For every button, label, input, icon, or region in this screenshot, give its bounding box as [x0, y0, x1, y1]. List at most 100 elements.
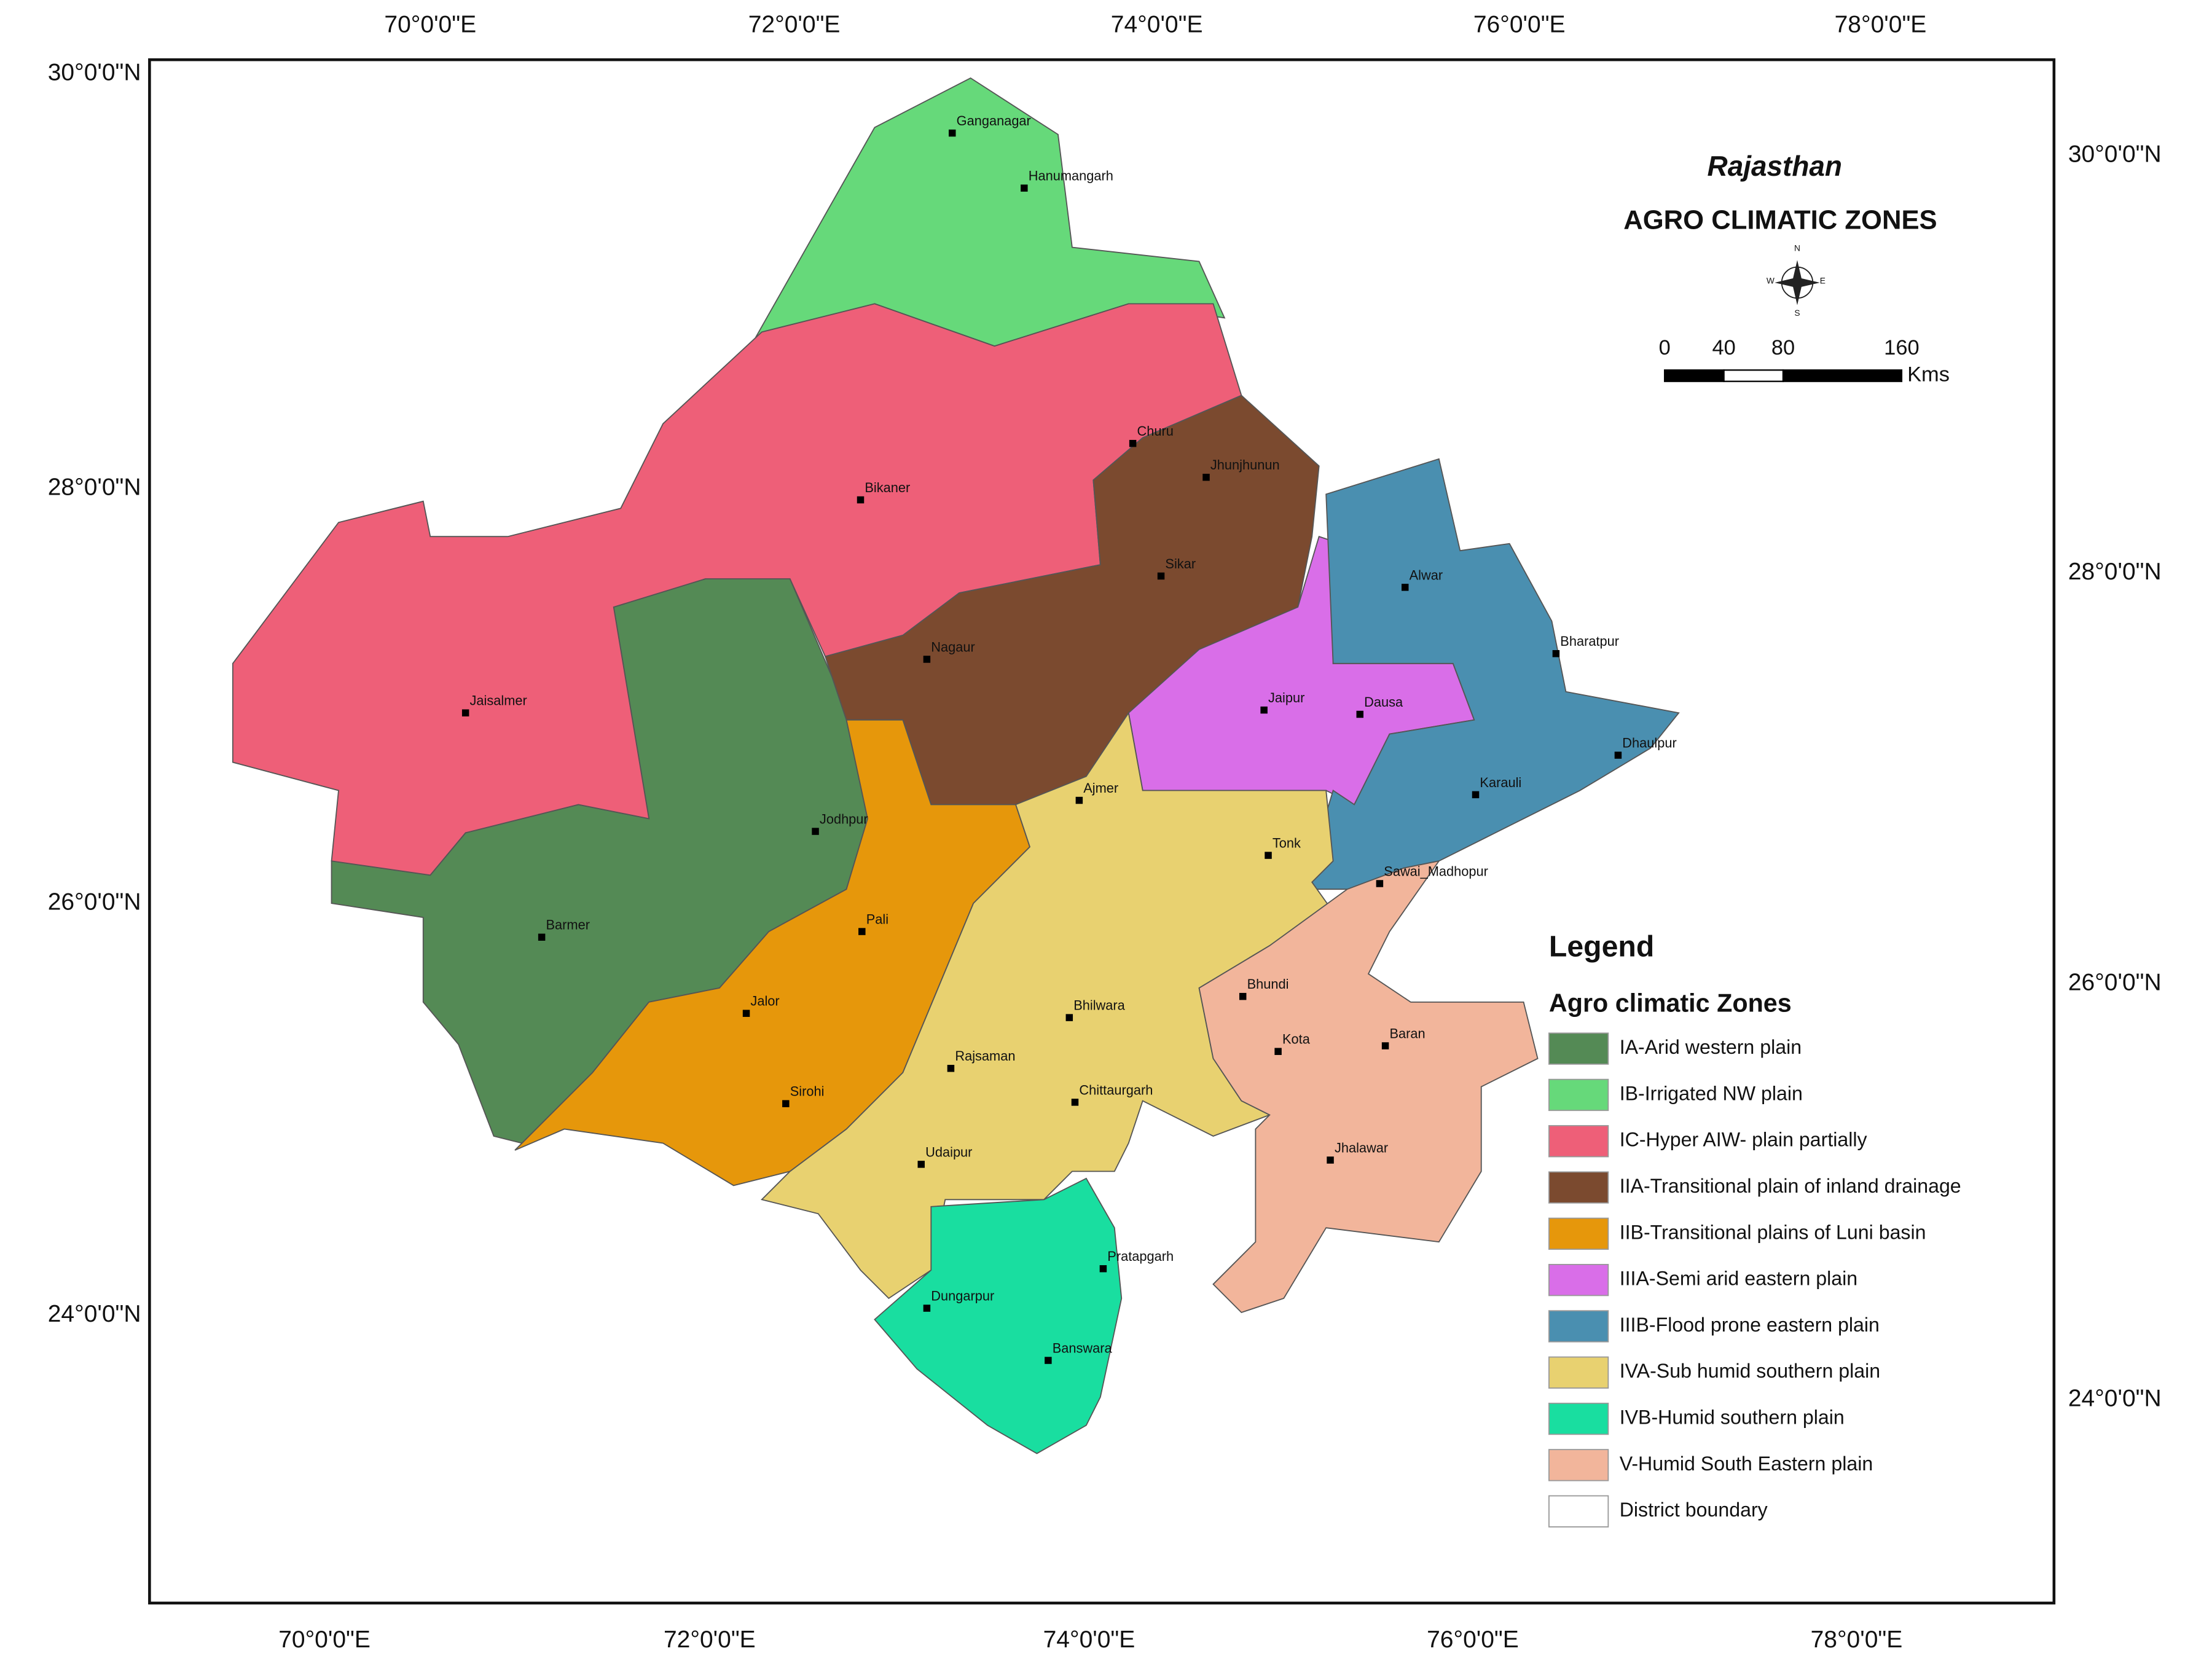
legend-swatch: [1548, 1125, 1609, 1158]
latitude-label: 24°0'0"N: [48, 1301, 141, 1327]
city-label: Banswara: [1053, 1340, 1113, 1355]
legend-swatch: [1548, 1263, 1609, 1296]
city-marker: [858, 928, 866, 935]
city-marker: [1327, 1156, 1334, 1164]
legend-swatch: [1548, 1310, 1609, 1343]
city-label: Pali: [866, 911, 888, 927]
scale-tick-label: 160: [1884, 336, 1919, 359]
longitude-label: 74°0'0"E: [1043, 1626, 1135, 1653]
city-marker: [742, 1010, 750, 1017]
city-label: Jodhpur: [820, 811, 868, 826]
city-marker: [1071, 1099, 1079, 1106]
scale-segment: [1664, 369, 1725, 382]
city-marker: [1157, 572, 1165, 580]
city-marker: [923, 656, 931, 663]
legend-swatch: [1548, 1356, 1609, 1389]
city-label: Dungarpur: [931, 1288, 994, 1303]
city-label: Alwar: [1410, 567, 1443, 582]
graticule-labels: 70°0'0"E 72°0'0"E 74°0'0"E 76°0'0"E 78°0'0"E…: [48, 11, 2162, 1653]
city-marker: [947, 1065, 955, 1072]
city-label: Bharatpur: [1560, 633, 1619, 649]
city-label: Dausa: [1364, 694, 1403, 710]
city-marker: [923, 1304, 931, 1312]
city-label: Karauli: [1480, 775, 1521, 790]
legend-label: IIIB-Flood prone eastern plain: [1620, 1314, 1880, 1336]
city-label: Baran: [1389, 1026, 1425, 1041]
scale-tick-label: 0: [1659, 336, 1671, 359]
city-marker: [461, 709, 469, 716]
legend-title: Legend: [1549, 930, 1654, 963]
city-marker: [1021, 184, 1028, 192]
city-marker: [1376, 880, 1384, 887]
legend-label: IVA-Sub humid southern plain: [1620, 1360, 1880, 1382]
legend-swatch: [1548, 1171, 1609, 1204]
city-marker: [1129, 439, 1137, 447]
city-marker: [1099, 1265, 1107, 1273]
longitude-label: 70°0'0"E: [384, 11, 476, 37]
legend-label: IVB-Humid southern plain: [1620, 1406, 1845, 1429]
city-label: Jhalawar: [1335, 1140, 1388, 1155]
city-label: Ganganagar: [957, 113, 1031, 128]
city-marker: [1202, 474, 1210, 481]
city-marker: [1260, 706, 1268, 714]
cities: Ganganagar Hanumangarh Churu Bikaner Jhunjhu…: [461, 113, 1677, 1364]
legend-label: IC-Hyper AIW- plain partially: [1620, 1129, 1867, 1151]
latitude-label: 28°0'0"N: [2068, 559, 2162, 585]
city-label: Rajsaman: [955, 1048, 1015, 1064]
longitude-label: 72°0'0"E: [664, 1626, 756, 1653]
scale-tick-label: 40: [1712, 336, 1735, 359]
city-marker: [1075, 796, 1083, 804]
latitude-label: 24°0'0"N: [2068, 1386, 2162, 1412]
city-label: Jalor: [750, 994, 779, 1009]
city-marker: [812, 828, 819, 835]
city-marker: [538, 933, 546, 941]
city-label: Bhilwara: [1073, 998, 1125, 1013]
legend-label: IB-Irrigated NW plain: [1620, 1082, 1803, 1104]
compass-letter: W: [1767, 276, 1775, 285]
city-marker: [857, 496, 865, 504]
latitude-label: 26°0'0"N: [2068, 969, 2162, 995]
scale-segment: [1782, 369, 1903, 382]
city-marker: [1472, 791, 1480, 799]
legend-subtitle: Agro climatic Zones: [1549, 989, 1792, 1017]
longitude-label: 70°0'0"E: [278, 1626, 371, 1653]
latitude-label: 30°0'0"N: [48, 59, 141, 85]
scale-segment: [1723, 369, 1784, 382]
city-label: Jhunjhunun: [1210, 457, 1280, 473]
city-marker: [917, 1161, 925, 1168]
compass-letter: N: [1794, 243, 1800, 253]
city-label: Kota: [1282, 1032, 1311, 1047]
compass-rose: [1775, 260, 1820, 305]
legend-label: District boundary: [1620, 1499, 1768, 1521]
scale-bar: 0 40 80 160: [1659, 336, 1920, 382]
scale-unit: Kms: [1907, 363, 1950, 386]
city-label: Barmer: [546, 917, 590, 933]
compass-letter: S: [1794, 308, 1800, 318]
city-label: Jaipur: [1268, 690, 1304, 705]
city-label: Sirohi: [790, 1084, 825, 1099]
zone: [874, 1177, 1123, 1454]
legend-swatch: [1548, 1449, 1609, 1481]
legend-label: IIA-Transitional plain of inland drainag…: [1620, 1175, 1961, 1197]
longitude-label: 78°0'0"E: [1835, 11, 1927, 37]
city-label: Hanumangarh: [1029, 168, 1113, 184]
longitude-label: 76°0'0"E: [1473, 11, 1566, 37]
zone: [1198, 860, 1539, 1314]
city-marker: [1381, 1042, 1389, 1049]
zone: [760, 711, 1349, 1300]
city-label: Chittaurgarh: [1079, 1082, 1153, 1097]
map-title: Rajasthan: [1708, 150, 1842, 182]
legend-swatch: [1548, 1402, 1609, 1435]
city-label: Jaisalmer: [470, 693, 527, 708]
legend-label: IIB-Transitional plains of Luni basin: [1620, 1221, 1926, 1243]
legend-swatch: [1548, 1078, 1609, 1112]
city-label: Ajmer: [1083, 780, 1118, 796]
city-label: Tonk: [1273, 835, 1301, 850]
city-marker: [1045, 1357, 1052, 1364]
city-label: Sikar: [1165, 556, 1196, 571]
city-label: Udaipur: [925, 1144, 972, 1159]
scale-tick-label: 80: [1771, 336, 1795, 359]
city-marker: [949, 129, 956, 137]
